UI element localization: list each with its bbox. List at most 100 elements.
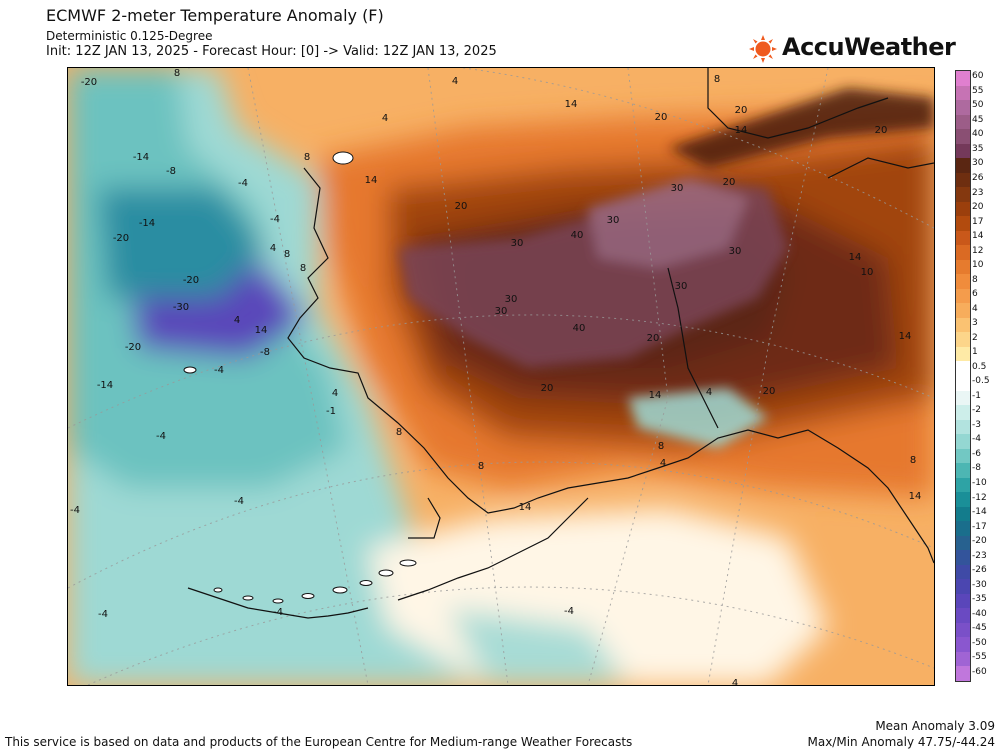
legend-swatch xyxy=(956,317,970,333)
contour-label: -30 xyxy=(173,302,189,313)
legend-swatch xyxy=(956,274,970,290)
legend-swatch xyxy=(956,71,970,87)
color-scale-legend xyxy=(955,70,971,682)
legend-label: -30 xyxy=(972,579,987,590)
legend-swatch xyxy=(956,492,970,508)
contour-label: 30 xyxy=(511,238,524,249)
contour-label: -20 xyxy=(113,233,129,244)
legend-swatch xyxy=(956,550,970,566)
contour-label: -8 xyxy=(260,347,270,358)
contour-label: 30 xyxy=(495,306,508,317)
contour-label: 14 xyxy=(649,390,662,401)
contour-label: -14 xyxy=(133,152,149,163)
contour-label: 14 xyxy=(255,325,268,336)
max-min-anomaly: Max/Min Anomaly 47.75/-44.24 xyxy=(807,735,996,749)
legend-swatch xyxy=(956,259,970,275)
contour-label: 20 xyxy=(875,125,888,136)
legend-label: -23 xyxy=(972,550,987,561)
contour-label: 4 xyxy=(270,243,276,254)
legend-swatch xyxy=(956,390,970,406)
legend-swatch xyxy=(956,346,970,362)
contour-label: 4 xyxy=(234,315,240,326)
legend-label: -12 xyxy=(972,492,987,503)
legend-swatch xyxy=(956,579,970,595)
accuweather-logo: AccuWeather xyxy=(748,33,958,64)
legend-label: 26 xyxy=(972,172,984,183)
contour-label: 20 xyxy=(655,112,668,123)
legend-label: -17 xyxy=(972,521,987,532)
legend-swatch xyxy=(956,201,970,217)
contour-label: 8 xyxy=(284,249,290,260)
legend-label: -10 xyxy=(972,477,987,488)
legend-label: 1 xyxy=(972,347,978,358)
legend-label: -55 xyxy=(972,652,987,663)
contour-label: 30 xyxy=(671,183,684,194)
contour-label: 8 xyxy=(658,441,664,452)
contour-label: 20 xyxy=(723,177,736,188)
legend-swatch xyxy=(956,521,970,537)
contour-label: 8 xyxy=(174,68,180,79)
legend-swatch xyxy=(956,187,970,203)
contour-label: 14 xyxy=(735,125,748,136)
legend-swatch xyxy=(956,172,970,188)
sun-icon xyxy=(749,35,777,63)
logo-wordmark: AccuWeather xyxy=(782,33,956,61)
contour-label: -4 xyxy=(238,178,248,189)
legend-label: -8 xyxy=(972,463,981,474)
contour-label: 20 xyxy=(541,383,554,394)
contour-label: 4 xyxy=(332,388,338,399)
data-credits: This service is based on data and produc… xyxy=(5,735,633,749)
contour-label: -4 xyxy=(234,496,244,507)
legend-swatch xyxy=(956,114,970,130)
legend-label: 14 xyxy=(972,231,984,241)
contour-label: 14 xyxy=(849,252,862,263)
legend-label: 60 xyxy=(972,71,984,82)
legend-label: 4 xyxy=(972,303,978,314)
legend-label: 23 xyxy=(972,187,984,198)
contour-label: -4 xyxy=(70,505,80,516)
legend-swatch xyxy=(956,361,970,377)
contour-label: 8 xyxy=(396,427,402,438)
contour-label: -14 xyxy=(139,218,155,229)
legend-swatch xyxy=(956,666,970,682)
legend-swatch xyxy=(956,405,970,421)
legend-label: -60 xyxy=(972,666,987,677)
legend-swatch xyxy=(956,535,970,551)
contour-label: -20 xyxy=(125,342,141,353)
legend-label: -14 xyxy=(972,507,987,517)
legend-label: -3 xyxy=(972,419,981,430)
legend-label: 50 xyxy=(972,100,984,111)
legend-swatch xyxy=(956,129,970,145)
legend-label: 35 xyxy=(972,143,984,154)
legend-label: 20 xyxy=(972,202,984,212)
legend-label: -6 xyxy=(972,448,981,459)
contour-label: 10 xyxy=(861,267,874,278)
legend-swatch xyxy=(956,288,970,304)
contour-label: -1 xyxy=(326,406,336,417)
legend-label: -20 xyxy=(972,536,987,546)
legend-label: 6 xyxy=(972,289,978,300)
contour-label: 8 xyxy=(304,152,310,163)
legend-swatch xyxy=(956,376,970,392)
contour-label: 40 xyxy=(571,230,584,241)
contour-label: 30 xyxy=(729,246,742,257)
legend-swatch xyxy=(956,593,970,609)
legend-label: -40 xyxy=(972,608,987,619)
legend-label: -4 xyxy=(972,434,981,445)
legend-label: 45 xyxy=(972,114,984,125)
legend-label: 55 xyxy=(972,85,984,96)
legend-label: 40 xyxy=(972,129,984,140)
temperature-anomaly-map: -20 8 4 14 8 20 4 8 14 -14 -8 -4 -14 -20 -4 4 8 20 30 40 30 3… xyxy=(67,57,935,689)
legend-swatch xyxy=(956,419,970,435)
legend-swatch xyxy=(956,332,970,348)
contour-label: 20 xyxy=(763,386,776,397)
legend-label: -35 xyxy=(972,594,987,605)
contour-label: 30 xyxy=(675,281,688,292)
legend-swatch xyxy=(956,245,970,261)
legend-label: 8 xyxy=(972,274,978,285)
legend-swatch xyxy=(956,100,970,116)
anomaly-field: -2084148204814-14-8-4-14-20-448203040303… xyxy=(67,57,935,689)
legend-label: 3 xyxy=(972,318,978,329)
contour-label: -14 xyxy=(97,380,113,391)
legend-swatch xyxy=(956,637,970,653)
